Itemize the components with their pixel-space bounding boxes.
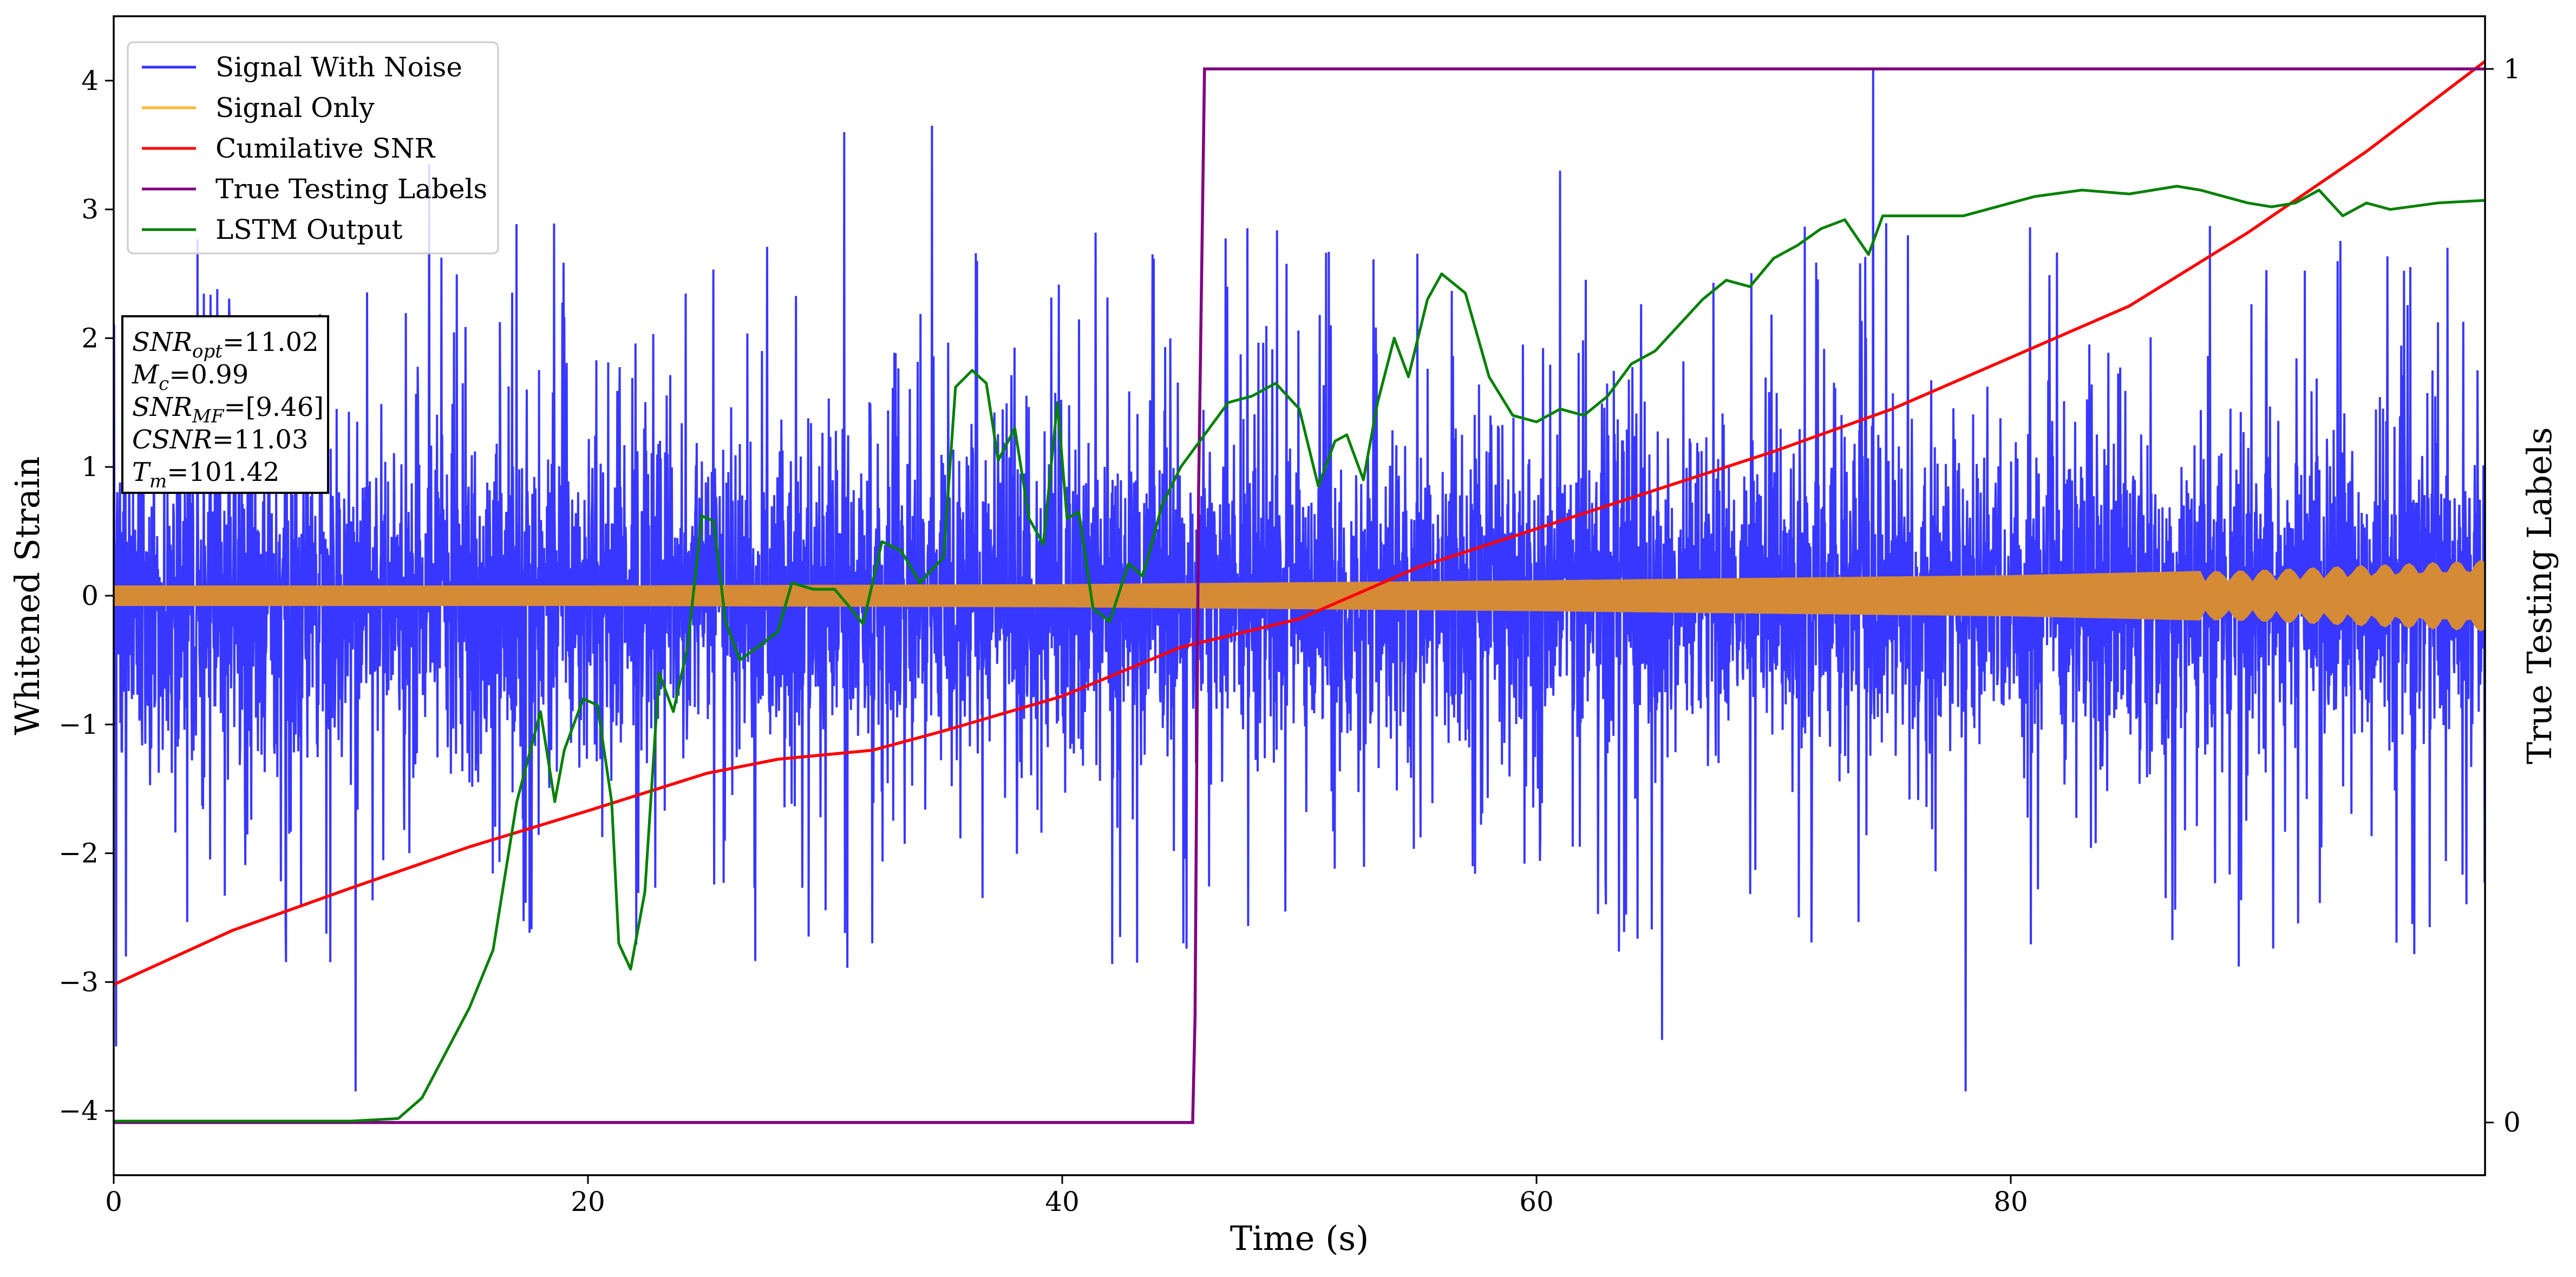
legend-label: Cumilative SNR (215, 133, 435, 164)
annotation-symbol: CSNR (132, 425, 212, 455)
annotation-value: =11.02 (223, 327, 319, 357)
y2-axis-label: True Testing Labels (2520, 427, 2559, 765)
y2-axis-ticks: 01 (2485, 53, 2521, 1138)
legend-label: LSTM Output (215, 214, 402, 245)
y-tick-label: 2 (81, 322, 99, 354)
annotation-subscript: opt (192, 341, 223, 362)
annotation-value: =101.42 (167, 457, 279, 487)
annotation-line: CSNR=11.03 (132, 425, 308, 455)
annotation-value: =0.99 (169, 360, 249, 390)
annotation-line: SNRMF=[9.46] (132, 392, 324, 427)
y-axis-label: Whitened Strain (8, 457, 47, 735)
x-tick-label: 80 (1993, 1186, 2028, 1217)
y-tick-label: 4 (81, 65, 99, 96)
x-tick-label: 60 (1519, 1186, 1554, 1217)
series-lstm-output (114, 185, 2485, 1123)
y-tick-label: 3 (81, 194, 99, 225)
x-axis-label: Time (s) (1230, 1219, 1369, 1258)
legend-label: Signal Only (215, 92, 375, 123)
y-tick-label: 1 (81, 451, 99, 483)
y2-tick-label: 1 (2503, 53, 2521, 84)
y-axis-ticks: −4 −3 −2 −1 0 1 2 3 4 (58, 65, 114, 1126)
annotation-subscript: c (159, 373, 169, 395)
series-signal-with-noise (114, 68, 2485, 1092)
annotation-subscript: MF (192, 406, 225, 427)
legend-frame (127, 41, 499, 255)
y2-tick-label: 0 (2503, 1107, 2521, 1138)
series-cumilative-snr (114, 60, 2485, 986)
legend: Signal With Noise Signal Only Cumilative S… (127, 41, 499, 255)
series-signal-only (114, 559, 2485, 632)
annotation-line: Mc=0.99 (132, 360, 249, 395)
y-tick-label: −1 (58, 709, 99, 740)
legend-label: True Testing Labels (215, 173, 487, 205)
annotation-line: Tm=101.42 (132, 457, 279, 492)
x-tick-label: 20 (571, 1186, 605, 1217)
y-tick-label: −3 (58, 966, 99, 998)
x-axis-ticks: 0 20 40 60 80 (105, 1175, 2028, 1217)
annotation-box (121, 315, 329, 494)
annotation-line: SNRopt=11.02 (132, 327, 319, 362)
annotation-symbol: M (132, 360, 160, 390)
annotation-value: =[9.46] (224, 392, 324, 422)
legend-label: Signal With Noise (215, 51, 462, 83)
annotation-symbol: SNR (132, 327, 192, 357)
parameter-annotation: SNRopt=11.02Mc=0.99SNRMF=[9.46]CSNR=11.0… (121, 315, 329, 494)
x-tick-label: 0 (105, 1186, 122, 1217)
x-tick-label: 40 (1045, 1186, 1080, 1217)
annotation-symbol: T (132, 457, 151, 487)
series-true-testing-labels (114, 67, 2485, 1124)
annotation-value: =11.03 (212, 425, 309, 455)
plot-series (114, 60, 2485, 1124)
annotation-symbol: SNR (132, 392, 192, 422)
y-tick-label: −2 (58, 838, 99, 869)
y-tick-label: 0 (81, 580, 99, 611)
annotation-subscript: m (149, 471, 167, 492)
y-tick-label: −4 (58, 1095, 99, 1126)
